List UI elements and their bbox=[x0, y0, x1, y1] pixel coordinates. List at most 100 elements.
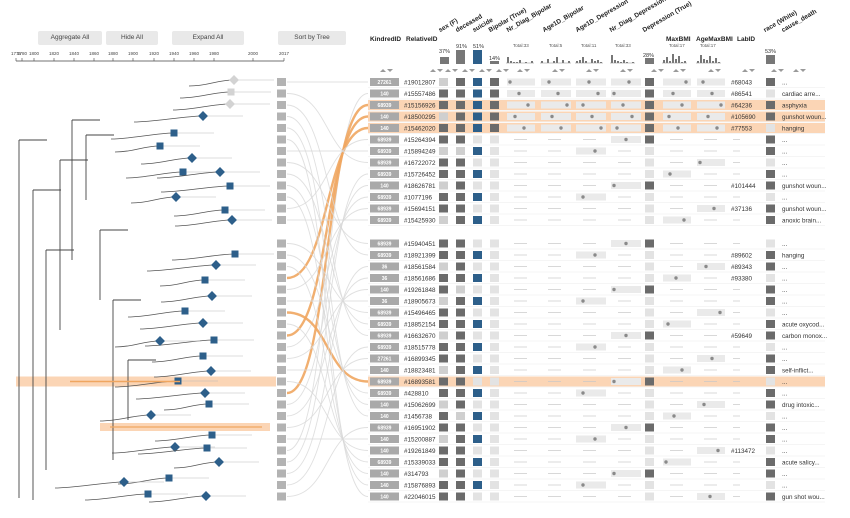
depression-cell bbox=[645, 89, 654, 98]
tree-edge bbox=[151, 355, 204, 363]
suicide-cell bbox=[473, 412, 482, 420]
tree-row-tag bbox=[277, 354, 286, 363]
sex-cell bbox=[439, 331, 448, 340]
numeric-cell-bg bbox=[611, 378, 641, 385]
relative-id: #15062699 bbox=[404, 402, 436, 409]
cause-of-death: ... bbox=[782, 275, 787, 282]
relative-id: #18500295 bbox=[404, 114, 436, 121]
numeric-value-dot bbox=[630, 114, 634, 119]
summary-nr-depression-hist bbox=[611, 55, 613, 63]
summary-age-depression-hist bbox=[597, 60, 599, 63]
numeric-cell-bg bbox=[663, 78, 691, 86]
column-header-maxbmi[interactable]: MaxBMI bbox=[666, 36, 691, 43]
kindred-id: 27261 bbox=[378, 80, 392, 86]
numeric-cell-bg bbox=[507, 90, 535, 97]
summary-agemaxbmi-total: Total:17 bbox=[700, 43, 716, 48]
sex-cell bbox=[439, 366, 448, 374]
suicide-cell bbox=[473, 89, 482, 98]
race-cell bbox=[766, 458, 775, 466]
hide-all-button[interactable]: Hide All bbox=[106, 31, 158, 45]
suicide-cell bbox=[473, 285, 482, 294]
relative-id: #15425930 bbox=[404, 217, 436, 224]
sort-toggle bbox=[387, 69, 393, 72]
summary-age-depression-hist bbox=[591, 59, 593, 63]
tree-edge bbox=[179, 91, 232, 99]
numeric-cell-bg bbox=[541, 78, 571, 86]
numeric-value-dot bbox=[612, 379, 616, 384]
tree-edge bbox=[144, 339, 215, 347]
numeric-value-dot bbox=[547, 80, 551, 84]
kindred-cell-bg bbox=[370, 469, 399, 478]
column-header-kindred[interactable]: KindredID bbox=[370, 36, 402, 43]
column-header-relative[interactable]: RelativeID bbox=[406, 36, 438, 43]
summary-age-depression-hist bbox=[579, 60, 581, 63]
numeric-value-dot bbox=[621, 103, 625, 107]
tree-row-tag bbox=[277, 331, 286, 340]
numeric-cell-bg bbox=[697, 263, 725, 270]
summary-race-pct: 53% bbox=[765, 49, 777, 55]
tree-node-male bbox=[179, 168, 187, 176]
tree-row-tag bbox=[277, 239, 286, 248]
tree-row-tag bbox=[277, 101, 286, 109]
kindred-cell-bg bbox=[370, 377, 399, 386]
suicide-cell bbox=[473, 181, 482, 190]
lab-id: #93380 bbox=[731, 275, 753, 282]
tree-row-tag bbox=[277, 251, 286, 259]
bipolar-cell bbox=[490, 101, 499, 109]
numeric-cell-bg bbox=[697, 159, 725, 166]
expand-all-button[interactable]: Expand All bbox=[172, 31, 244, 45]
suicide-cell bbox=[473, 124, 482, 132]
numeric-value-dot bbox=[672, 414, 676, 418]
tree-node-male bbox=[201, 276, 209, 284]
numeric-value-dot bbox=[587, 80, 591, 84]
numeric-value-dot bbox=[682, 218, 686, 222]
kindred-cell-bg bbox=[370, 366, 399, 374]
kindred-id: 68939 bbox=[378, 391, 392, 397]
cause-of-death: ... bbox=[782, 160, 787, 167]
timeline-tick-label: 1800 bbox=[29, 51, 40, 56]
kindred-id: 68939 bbox=[378, 195, 392, 201]
column-header-agemaxbmi[interactable]: AgeMaxBMI bbox=[696, 36, 733, 43]
depression-cell bbox=[645, 78, 654, 86]
numeric-cell-bg bbox=[697, 309, 725, 316]
tree-edge bbox=[156, 171, 221, 179]
relative-id: #18626781 bbox=[404, 183, 436, 190]
suicide-cell bbox=[473, 400, 482, 409]
suicide-cell bbox=[473, 170, 482, 178]
race-cell bbox=[766, 147, 775, 155]
tree-edge bbox=[114, 340, 161, 348]
aggregate-all-button[interactable]: Aggregate All bbox=[38, 31, 102, 45]
race-cell bbox=[766, 308, 775, 317]
depression-cell bbox=[645, 297, 654, 305]
tree-node-female bbox=[155, 336, 165, 346]
numeric-value-dot bbox=[581, 103, 585, 107]
bipolar-cell bbox=[490, 204, 499, 213]
cause-of-death: hanging bbox=[782, 125, 805, 132]
bipolar-cell bbox=[490, 170, 499, 178]
cause-of-death: asphyxia bbox=[782, 102, 807, 109]
numeric-cell-bg bbox=[576, 124, 606, 132]
sort-toggle bbox=[524, 69, 530, 72]
deceased-cell bbox=[456, 469, 465, 478]
kindred-id: 68939 bbox=[378, 311, 392, 317]
kindred-id: 27261 bbox=[378, 357, 392, 363]
tree-edge bbox=[188, 79, 235, 87]
summary-maxbmi-hist bbox=[672, 54, 674, 63]
cause-of-death: ... bbox=[782, 298, 787, 305]
sex-cell bbox=[439, 285, 448, 294]
sort-by-tree-button[interactable]: Sort by Tree bbox=[278, 31, 346, 45]
summary-maxbmi-hist bbox=[684, 61, 686, 63]
numeric-value-dot bbox=[615, 126, 619, 130]
tree-row-tag bbox=[277, 147, 286, 155]
kindred-id: 140 bbox=[380, 184, 389, 190]
tree-node-female bbox=[171, 192, 181, 202]
depression-cell bbox=[645, 400, 654, 409]
kindred-id: 68939 bbox=[378, 218, 392, 224]
race-cell bbox=[766, 181, 775, 190]
column-header-labid[interactable]: LabID bbox=[737, 36, 756, 43]
summary-age-depression-hist bbox=[594, 61, 596, 63]
relative-id: #19261848 bbox=[404, 287, 436, 294]
kindred-cell-bg bbox=[370, 101, 399, 109]
sort-toggle bbox=[452, 69, 458, 72]
